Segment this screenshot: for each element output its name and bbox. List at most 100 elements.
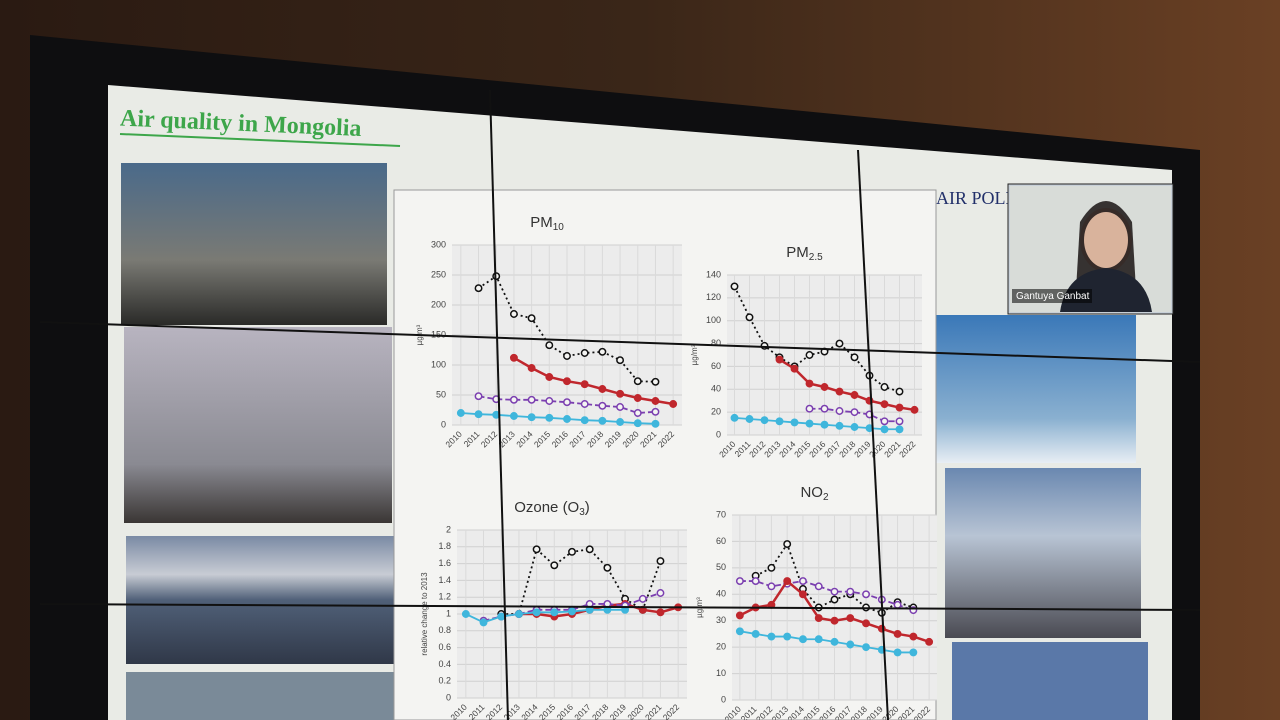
series-marker [745,313,754,322]
y-tick-label: 0.6 [438,642,451,652]
series-marker [532,608,541,617]
y-tick-label: 1.4 [438,575,451,585]
photo [124,327,392,523]
series-marker [767,582,776,591]
series-marker [598,385,607,393]
series-marker [893,600,902,609]
series-marker [760,341,769,350]
series-marker [656,557,665,566]
series-line [513,356,674,406]
series-marker [735,627,744,636]
series-marker [790,418,799,427]
y-tick-label: 150 [431,329,446,339]
series-marker [532,545,541,554]
y-tick-label: 0 [441,419,446,429]
y-tick-label: 100 [431,359,446,369]
y-tick-label: 200 [431,299,446,309]
series-marker [651,407,660,416]
y-tick-label: 0.4 [438,659,451,669]
photo [126,672,396,720]
series-marker [805,404,814,413]
y-tick-label: 1.8 [438,541,451,551]
series-marker [603,563,612,572]
series-marker [909,648,918,657]
speaker-face [1084,212,1128,268]
series-marker [814,614,823,623]
series-marker [456,409,465,417]
series-marker [760,416,769,425]
series-marker [527,364,536,372]
series-marker [568,547,576,556]
series-marker [850,391,859,399]
y-axis-label: relative change to 2013 [420,572,429,656]
series-marker [775,355,784,364]
speaker-name: Gantuya Ganbat [1016,291,1090,302]
series-marker [830,637,839,646]
photo [126,536,394,664]
series-marker [799,635,807,644]
series-marker [509,310,518,318]
series-marker [616,418,625,426]
series-marker [527,314,536,323]
series-marker [862,590,870,599]
side-title: AIR POLL [936,188,1017,208]
series-marker [497,612,506,621]
series-marker [790,364,799,373]
series-marker [474,284,483,293]
series-marker [850,423,859,431]
title-text: Ozone (O [514,499,579,516]
series-marker [814,635,823,644]
series-marker [925,637,934,646]
y-tick-label: 1 [446,608,451,618]
series-marker [893,648,902,657]
title-text: NO [800,484,823,501]
chart: PM10050100150200250300201020112012201320… [415,214,682,449]
series-marker [545,373,554,381]
y-tick-label: 60 [716,536,726,546]
series-marker [783,540,792,549]
title-text: PM [786,244,809,261]
bezels [39,89,1201,720]
y-tick-label: 1.6 [438,558,451,568]
series-marker [545,341,554,350]
series-marker [850,408,859,417]
series-marker [846,614,855,623]
series-marker [651,377,660,386]
series-marker [527,413,536,422]
series-marker [814,582,823,591]
title-subscript: 2.5 [809,252,823,263]
bezel [857,149,889,720]
series-marker [880,383,889,391]
photo [121,163,387,325]
series-marker [895,425,904,434]
series-marker [745,415,754,423]
series-marker [846,587,855,596]
y-tick-label: 80 [711,338,721,348]
series-marker [830,587,839,596]
series-marker [616,403,625,411]
y-tick-label: 120 [706,292,721,302]
series-marker [633,419,642,428]
series-marker [783,632,792,641]
y-tick-label: 0 [721,694,726,704]
title-subscript: 2 [823,492,829,503]
series-marker [835,387,844,396]
series-marker [730,413,739,422]
series-marker [862,643,870,652]
series-marker [638,594,647,603]
series-marker [880,417,889,426]
y-tick-label: 250 [431,269,446,279]
bezel [39,321,1201,363]
series-marker [799,577,807,586]
series-marker [895,417,904,426]
series-marker [805,379,814,388]
chart: Ozone (O3)00.20.40.60.811.21.41.61.82201… [420,499,687,720]
series-marker [835,407,844,415]
series-marker [633,409,642,417]
series-marker [580,416,589,425]
series-marker [880,400,889,409]
y-tick-label: 20 [711,407,721,417]
series-marker [563,352,571,360]
y-tick-label: 20 [716,642,726,652]
